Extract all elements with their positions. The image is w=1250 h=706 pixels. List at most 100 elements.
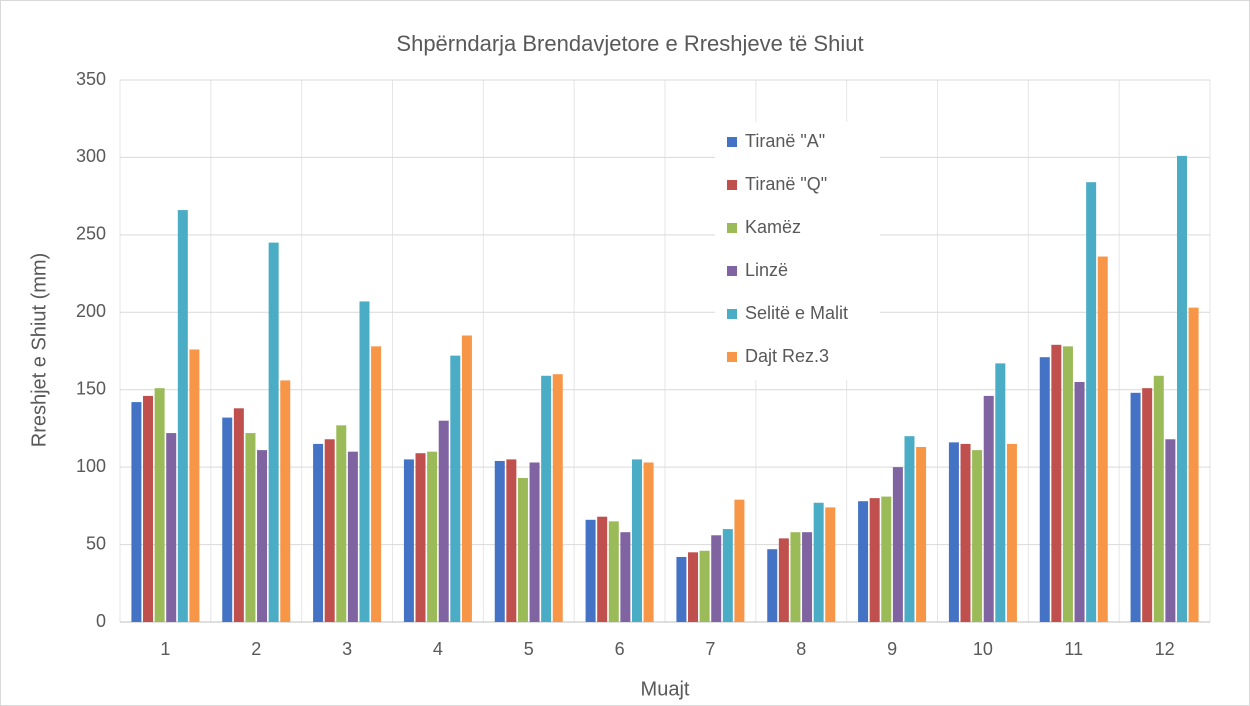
bar	[620, 532, 631, 622]
bar	[336, 425, 347, 622]
bar	[585, 519, 596, 622]
bar	[972, 450, 983, 622]
x-tick-label: 3	[342, 639, 352, 659]
bar	[245, 433, 256, 622]
legend-swatch	[727, 137, 737, 147]
x-tick-label: 1	[160, 639, 170, 659]
x-tick-label: 2	[251, 639, 261, 659]
bar	[722, 529, 733, 622]
bar	[1188, 307, 1199, 622]
bar	[881, 496, 892, 622]
bar	[359, 301, 370, 622]
bar	[1153, 375, 1164, 622]
bar	[1142, 388, 1153, 622]
bar	[1086, 182, 1097, 622]
legend-swatch	[727, 352, 737, 362]
legend-label: Dajt Rez.3	[745, 346, 829, 366]
bar	[517, 477, 528, 622]
y-tick-label: 350	[76, 69, 106, 89]
bar	[778, 538, 789, 622]
bar	[131, 402, 142, 622]
legend-label: Kamëz	[745, 217, 801, 237]
bar	[869, 498, 880, 622]
bar	[767, 549, 778, 622]
bar	[643, 462, 654, 622]
legend-swatch	[727, 223, 737, 233]
x-tick-label: 10	[973, 639, 993, 659]
legend-label: Selitë e Malit	[745, 303, 848, 323]
bar	[1039, 357, 1050, 622]
bar	[1165, 439, 1176, 622]
bar	[1051, 344, 1062, 622]
bar	[825, 507, 836, 622]
bar	[1176, 155, 1187, 622]
bar	[438, 420, 449, 622]
x-axis-label: Muajt	[641, 678, 690, 700]
bar	[983, 395, 994, 622]
bar	[734, 499, 745, 622]
bar	[371, 346, 382, 622]
bar	[1006, 443, 1017, 622]
bar	[177, 210, 188, 622]
y-tick-label: 0	[96, 611, 106, 631]
bar	[154, 388, 165, 622]
bar	[1074, 381, 1085, 622]
bar	[711, 535, 722, 622]
bar	[461, 335, 472, 622]
bar	[858, 501, 869, 622]
bar	[324, 439, 335, 622]
bar	[904, 436, 915, 622]
y-tick-label: 50	[86, 533, 106, 553]
x-tick-label: 5	[524, 639, 534, 659]
bar	[450, 355, 461, 622]
bar	[960, 443, 971, 622]
bar	[541, 375, 552, 622]
x-tick-label: 8	[796, 639, 806, 659]
y-axis-label: Rreshjet e Shiut (mm)	[28, 253, 50, 448]
x-tick-label: 11	[1064, 639, 1083, 659]
bar	[166, 433, 177, 622]
bar	[699, 550, 710, 622]
bar	[222, 417, 233, 622]
bar	[347, 451, 358, 622]
bar	[233, 408, 244, 622]
x-tick-label: 4	[433, 639, 443, 659]
bar	[280, 380, 291, 622]
bar	[688, 552, 699, 622]
x-tick-label: 9	[887, 639, 897, 659]
bar	[427, 451, 438, 622]
legend-box	[715, 122, 880, 380]
x-tick-label: 12	[1155, 639, 1175, 659]
bar	[529, 462, 540, 622]
bar	[189, 349, 200, 622]
bar	[257, 450, 268, 622]
bar	[268, 242, 279, 622]
bar	[552, 374, 563, 622]
bar	[631, 459, 642, 622]
bar	[608, 521, 619, 622]
bar	[1097, 256, 1108, 622]
bar	[403, 459, 414, 622]
bar	[802, 532, 813, 622]
y-tick-label: 100	[76, 456, 106, 476]
bar	[948, 442, 959, 622]
bar	[676, 556, 687, 622]
x-tick-label: 6	[615, 639, 625, 659]
legend-label: Tiranë "A"	[745, 131, 825, 151]
legend-label: Tiranë "Q"	[745, 174, 827, 194]
bar	[813, 502, 824, 622]
bar	[313, 443, 324, 622]
bar	[790, 532, 801, 622]
bar	[143, 395, 154, 622]
y-tick-label: 300	[76, 146, 106, 166]
y-tick-label: 200	[76, 301, 106, 321]
bar	[506, 459, 517, 622]
bar	[494, 460, 505, 622]
legend-swatch	[727, 309, 737, 319]
y-tick-label: 150	[76, 378, 106, 398]
legend-label: Linzë	[745, 260, 788, 280]
bar	[892, 467, 903, 622]
x-tick-label: 7	[705, 639, 715, 659]
y-tick-label: 250	[76, 224, 106, 244]
